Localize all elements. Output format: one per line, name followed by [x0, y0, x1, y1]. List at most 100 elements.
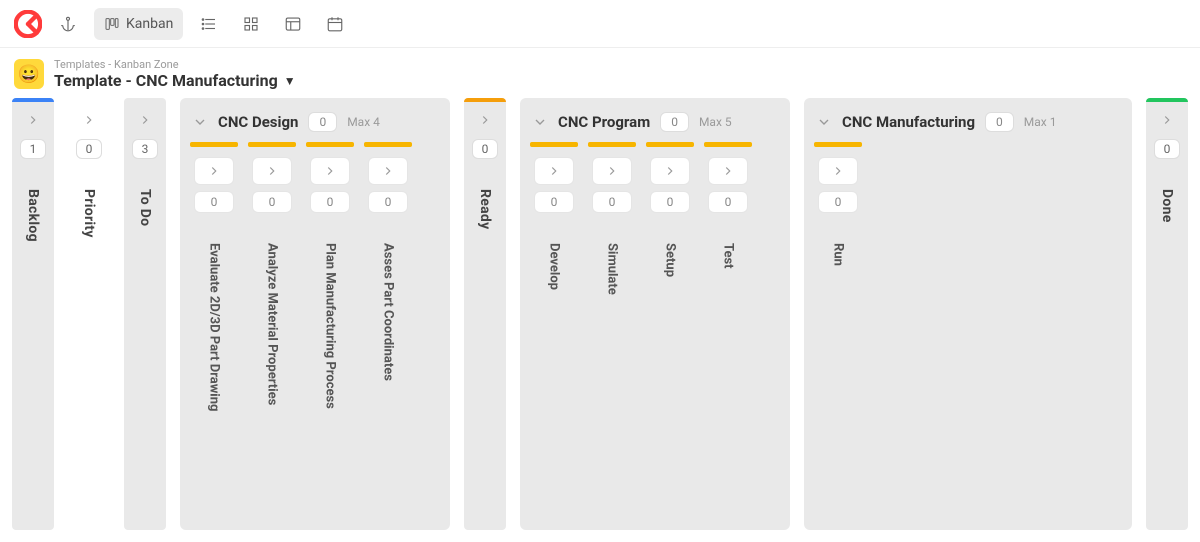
- subcolumn[interactable]: 0 Evaluate 2D/3D Part Drawing: [190, 142, 238, 530]
- collapse-group-icon[interactable]: [816, 114, 832, 130]
- subcolumn-bar: [646, 142, 694, 147]
- column-label: Done: [1159, 189, 1175, 223]
- group-subcolumns: 0 Develop 0 Simulate 0 Setup 0 Test: [530, 142, 780, 530]
- app-logo: [14, 10, 42, 38]
- split-view-icon[interactable]: [277, 8, 309, 40]
- expand-subcolumn-icon[interactable]: [534, 157, 574, 185]
- column-count: 1: [20, 139, 46, 159]
- anchor-icon[interactable]: [52, 8, 84, 40]
- group-wip-max: Max 1: [1024, 115, 1057, 129]
- group-title: CNC Design: [218, 113, 298, 131]
- group-wip-max: Max 4: [347, 115, 380, 129]
- group-title: CNC Program: [558, 113, 650, 131]
- subcolumn-bar: [588, 142, 636, 147]
- view-switcher-label: Kanban: [126, 16, 173, 32]
- subcolumn-bar: [814, 142, 862, 147]
- expand-subcolumn-icon[interactable]: [252, 157, 292, 185]
- group-title: CNC Manufacturing: [842, 113, 975, 131]
- subcolumn[interactable]: 0 Test: [704, 142, 752, 530]
- subcolumn[interactable]: 0 Develop: [530, 142, 578, 530]
- subcolumn-count: 0: [310, 191, 350, 213]
- subcolumn-label: Evaluate 2D/3D Part Drawing: [207, 243, 222, 411]
- group-count: 0: [985, 112, 1014, 132]
- column-count: 3: [132, 139, 158, 159]
- column-done[interactable]: 0 Done: [1146, 98, 1188, 530]
- subcolumn-count: 0: [592, 191, 632, 213]
- subcolumn-label: Asses Part Coordinates: [381, 243, 396, 381]
- grid-view-icon[interactable]: [235, 8, 267, 40]
- list-view-icon[interactable]: [193, 8, 225, 40]
- subcolumn[interactable]: 0 Analyze Material Properties: [248, 142, 296, 530]
- column-todo[interactable]: 3 To Do: [124, 98, 166, 530]
- expand-subcolumn-icon[interactable]: [310, 157, 350, 185]
- expand-subcolumn-icon[interactable]: [592, 157, 632, 185]
- subcolumn-bar: [306, 142, 354, 147]
- group-count: 0: [660, 112, 689, 132]
- expand-subcolumn-icon[interactable]: [650, 157, 690, 185]
- subcolumn-count: 0: [368, 191, 408, 213]
- expand-subcolumn-icon[interactable]: [818, 157, 858, 185]
- column-ready[interactable]: 0 Ready: [464, 98, 506, 530]
- subcolumn-label: Simulate: [605, 243, 620, 295]
- expand-subcolumn-icon[interactable]: [368, 157, 408, 185]
- column-label: Ready: [477, 189, 493, 229]
- expand-column-icon[interactable]: [1160, 112, 1174, 131]
- subcolumn-bar: [530, 142, 578, 147]
- subcolumn[interactable]: 0 Setup: [646, 142, 694, 530]
- collapse-group-icon[interactable]: [532, 114, 548, 130]
- group-cnc-program: CNC Program 0 Max 5 0 Develop 0 Simulate…: [520, 98, 790, 530]
- expand-subcolumn-icon[interactable]: [194, 157, 234, 185]
- subcolumn[interactable]: 0 Run: [814, 142, 862, 530]
- column-backlog[interactable]: 1 Backlog: [12, 98, 54, 530]
- calendar-view-icon[interactable]: [319, 8, 351, 40]
- group-count: 0: [308, 112, 337, 132]
- column-priority[interactable]: 0 Priority: [68, 98, 110, 530]
- subcolumn-count: 0: [252, 191, 292, 213]
- subcolumn[interactable]: 0 Asses Part Coordinates: [364, 142, 412, 530]
- column-label: Backlog: [25, 189, 41, 242]
- board-title[interactable]: Template - CNC Manufacturing ▼: [54, 71, 296, 90]
- column-count: 0: [1154, 139, 1180, 159]
- subcolumn-count: 0: [534, 191, 574, 213]
- collapse-group-icon[interactable]: [192, 114, 208, 130]
- subcolumn-count: 0: [650, 191, 690, 213]
- subcolumn-bar: [190, 142, 238, 147]
- expand-column-icon[interactable]: [26, 112, 40, 131]
- kanban-board: 1 Backlog 0 Priority 3 To Do CNC Design …: [0, 98, 1200, 542]
- subcolumn-bar: [248, 142, 296, 147]
- subcolumn-label: Test: [721, 243, 736, 269]
- expand-column-icon[interactable]: [82, 112, 96, 131]
- column-label: To Do: [137, 189, 153, 226]
- expand-column-icon[interactable]: [138, 112, 152, 131]
- group-wip-max: Max 5: [699, 115, 732, 129]
- column-label: Priority: [81, 189, 97, 238]
- board-title-text: Template - CNC Manufacturing: [54, 71, 278, 90]
- expand-column-icon[interactable]: [478, 112, 492, 131]
- subcolumn-label: Setup: [663, 243, 678, 277]
- view-switcher-kanban[interactable]: Kanban: [94, 8, 183, 40]
- kanban-icon: [104, 16, 120, 32]
- subcolumn-label: Run: [831, 243, 846, 266]
- board-emoji-icon[interactable]: 😀: [14, 59, 44, 89]
- subcolumn-count: 0: [708, 191, 748, 213]
- subcolumn[interactable]: 0 Plan Manufacturing Process: [306, 142, 354, 530]
- subcolumn-label: Plan Manufacturing Process: [323, 243, 338, 409]
- column-count: 0: [76, 139, 102, 159]
- column-stripe: [464, 98, 506, 102]
- group-subcolumns: 0 Run: [814, 142, 1122, 530]
- subcolumn-bar: [364, 142, 412, 147]
- column-stripe: [12, 98, 54, 102]
- subcolumn-label: Analyze Material Properties: [265, 243, 280, 405]
- chevron-down-icon: ▼: [284, 74, 296, 88]
- top-toolbar: Kanban: [0, 0, 1200, 48]
- group-cnc-manufacturing: CNC Manufacturing 0 Max 1 0 Run: [804, 98, 1132, 530]
- breadcrumb[interactable]: Templates - Kanban Zone: [54, 58, 296, 71]
- board-titlebar: 😀 Templates - Kanban Zone Template - CNC…: [0, 48, 1200, 98]
- subcolumn-bar: [704, 142, 752, 147]
- subcolumn-count: 0: [194, 191, 234, 213]
- group-subcolumns: 0 Evaluate 2D/3D Part Drawing 0 Analyze …: [190, 142, 440, 530]
- subcolumn-label: Develop: [547, 243, 562, 290]
- subcolumn[interactable]: 0 Simulate: [588, 142, 636, 530]
- column-count: 0: [472, 139, 498, 159]
- expand-subcolumn-icon[interactable]: [708, 157, 748, 185]
